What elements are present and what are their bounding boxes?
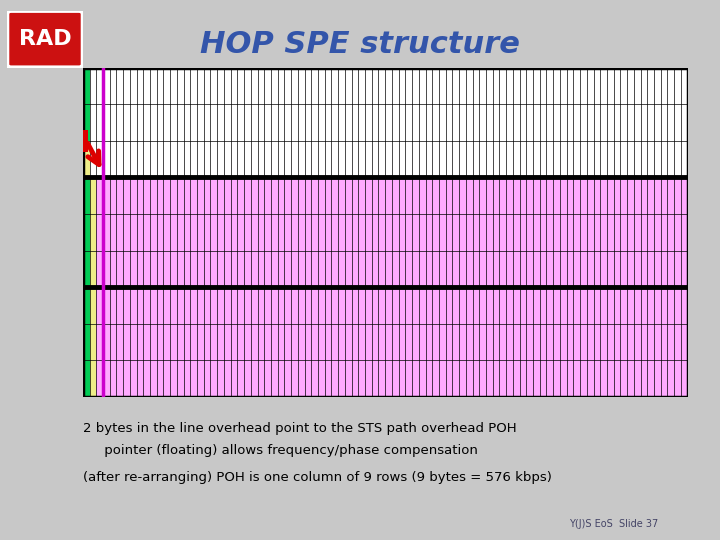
Bar — [89, 177, 96, 287]
Bar — [83, 287, 89, 397]
Text: 2 bytes in the line overhead point to the STS path overhead POH: 2 bytes in the line overhead point to th… — [83, 422, 516, 435]
Text: (after re-arranging) POH is one column of 9 rows (9 bytes = 576 kbps): (after re-arranging) POH is one column o… — [83, 471, 552, 484]
Bar — [96, 177, 688, 287]
Bar — [89, 287, 96, 397]
Text: HOP SPE structure: HOP SPE structure — [200, 30, 520, 59]
Bar — [96, 287, 688, 397]
Bar — [83, 68, 89, 141]
Text: pointer (floating) allows frequency/phase compensation: pointer (floating) allows frequency/phas… — [83, 444, 477, 457]
Text: Y(J)S EoS  Slide 37: Y(J)S EoS Slide 37 — [570, 518, 658, 529]
FancyArrowPatch shape — [87, 143, 99, 165]
Bar — [83, 130, 88, 152]
Bar — [83, 141, 89, 177]
FancyBboxPatch shape — [7, 11, 83, 68]
Bar — [83, 177, 89, 287]
Text: RAD: RAD — [19, 29, 71, 49]
